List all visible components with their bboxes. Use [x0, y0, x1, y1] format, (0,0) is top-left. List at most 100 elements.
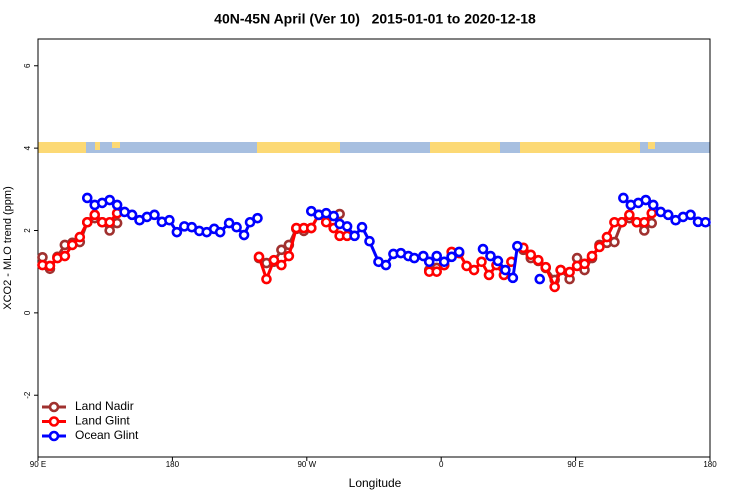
point	[59, 250, 71, 262]
point	[171, 226, 183, 238]
point	[261, 273, 272, 285]
point	[244, 216, 256, 228]
point	[238, 229, 250, 241]
point	[500, 264, 511, 276]
x-tick-label: 90 W	[297, 460, 316, 469]
point	[468, 264, 480, 276]
point	[624, 209, 635, 221]
point	[44, 260, 56, 272]
point	[81, 216, 93, 228]
point	[276, 259, 287, 271]
point	[305, 222, 317, 234]
point	[616, 216, 628, 228]
point	[477, 243, 489, 255]
point	[89, 209, 101, 221]
point	[223, 217, 235, 229]
point	[431, 250, 443, 262]
point	[646, 207, 658, 219]
y-tick-label: 6	[23, 63, 32, 68]
land-band	[430, 142, 500, 153]
point	[640, 194, 652, 206]
point	[283, 250, 295, 262]
point	[601, 231, 613, 243]
point	[555, 264, 566, 276]
x-tick-label: 90 E	[567, 460, 583, 469]
point	[564, 266, 575, 278]
point	[647, 199, 659, 211]
land-band	[95, 142, 100, 150]
point	[423, 256, 435, 268]
y-tick-label: 4	[23, 145, 32, 150]
legend-label: Land Nadir	[75, 399, 134, 413]
point	[356, 221, 368, 233]
ocean-band	[38, 142, 710, 153]
point	[328, 210, 339, 222]
point	[485, 250, 496, 262]
point	[231, 221, 242, 233]
legend-item: Land Nadir	[42, 399, 134, 413]
chart-title: 40N-45N April (Ver 10) 2015-01-01 to 202…	[214, 11, 536, 27]
x-axis-label: Longitude	[349, 476, 402, 490]
point	[74, 231, 86, 243]
point	[214, 226, 226, 238]
x-tick-label: 90 E	[30, 460, 46, 469]
point	[525, 249, 537, 261]
point	[453, 246, 465, 258]
y-axis-label: XCO2 - MLO trend (ppm)	[2, 186, 14, 309]
point	[618, 192, 629, 204]
point	[685, 209, 696, 221]
point	[534, 273, 546, 285]
point	[164, 214, 175, 226]
legend-item: Ocean Glint	[42, 428, 139, 442]
point	[320, 216, 332, 228]
point	[507, 272, 519, 284]
point	[276, 244, 287, 256]
point	[476, 256, 487, 268]
point	[341, 221, 353, 232]
point	[252, 212, 263, 224]
land-band	[257, 142, 340, 153]
legend-label: Land Glint	[75, 414, 130, 428]
point	[149, 209, 160, 221]
legend-item: Land Glint	[42, 414, 130, 428]
point	[380, 259, 392, 271]
point	[431, 266, 443, 277]
point	[662, 209, 674, 221]
point	[268, 254, 280, 266]
y-tick-label: 2	[23, 228, 32, 233]
point	[364, 235, 375, 247]
legend-marker	[48, 401, 60, 413]
x-tick-label: 180	[703, 460, 717, 469]
point	[111, 199, 123, 211]
legend-label: Ocean Glint	[75, 428, 139, 442]
point	[461, 260, 472, 272]
land-band	[648, 142, 655, 149]
x-tick-label: 180	[166, 460, 180, 469]
point	[349, 230, 360, 242]
point	[532, 254, 544, 266]
y-tick-label: -2	[23, 391, 32, 399]
point	[483, 269, 495, 281]
y-tick-label: 0	[23, 310, 32, 315]
land-band	[38, 142, 86, 153]
point	[104, 225, 115, 236]
point	[409, 252, 420, 264]
point	[579, 258, 590, 270]
point	[126, 209, 138, 221]
point	[638, 225, 650, 236]
land-band	[520, 142, 640, 153]
point	[512, 240, 523, 252]
point	[540, 261, 552, 273]
point	[417, 250, 429, 262]
point	[700, 216, 711, 228]
point	[67, 239, 78, 251]
point	[253, 251, 265, 263]
point	[594, 241, 605, 253]
point	[438, 256, 450, 268]
land-mask	[38, 142, 710, 153]
plot-frame	[37, 38, 711, 458]
point	[609, 236, 620, 248]
point	[492, 255, 504, 267]
point	[638, 216, 650, 228]
